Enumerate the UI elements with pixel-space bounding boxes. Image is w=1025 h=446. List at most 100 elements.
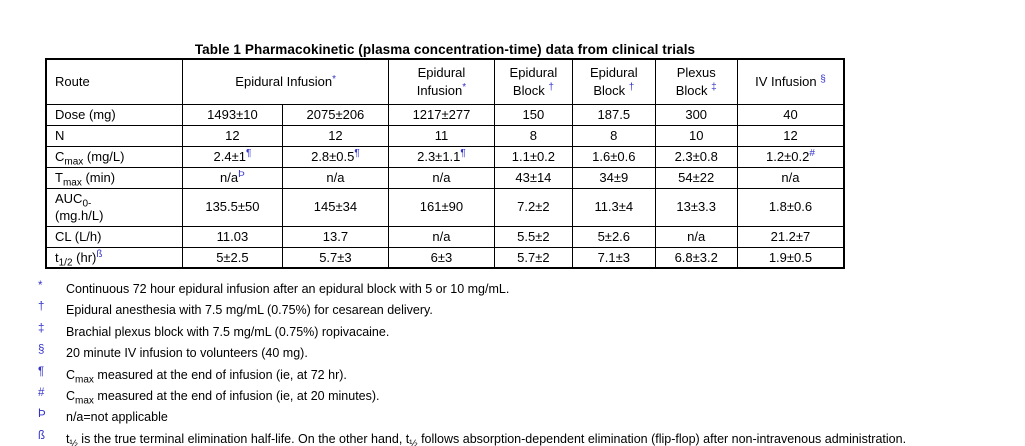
row-label: t1/2 (hr)ß: [45, 246, 184, 269]
header-cell-epidural-infusion-merged: Epidural Infusion*: [182, 58, 390, 105]
table-row: t1/2 (hr)ß 5±2.5 5.7±3 6±3 5.7±2 7.1±3 6.8±3.2…: [45, 246, 845, 269]
table-body: Dose (mg) 1493±10 2075±206 1217±277 150 187.5…: [45, 103, 845, 269]
header-cell-route: Route: [45, 58, 184, 105]
data-cell: 1.9±0.5: [736, 246, 845, 269]
data-cell: 11: [388, 124, 495, 147]
data-cell: 5.7±2: [493, 246, 574, 269]
data-cell: 43±14: [493, 166, 574, 189]
footnote-marker: *: [38, 280, 43, 292]
data-cell: 1217±277: [388, 103, 495, 126]
footnote-marker: ß: [38, 429, 46, 442]
data-cell: 1.2±0.2#: [736, 145, 845, 168]
data-cell: 5.5±2: [493, 225, 574, 248]
footnote: ‡ Brachial plexus block with 7.5 mg/mL (0…: [36, 322, 1019, 345]
table-row: N 12 12 11 8 8 10 12: [45, 124, 845, 147]
data-cell: 8: [493, 124, 574, 147]
header-cell-epidural-infusion: Epidural Infusion*: [388, 58, 495, 105]
data-cell: n/a: [654, 225, 738, 248]
footnote-text: Brachial plexus block with 7.5 mg/mL (0.…: [66, 324, 390, 339]
data-cell: 12: [736, 124, 845, 147]
header-row: Route Epidural Infusion* Epidural Infusi…: [45, 58, 845, 105]
table-row: Tmax (min) n/aÞ n/a n/a 43±14 34±9 54±22 n/a: [45, 166, 845, 189]
header-cell-epidural-block-2: Epidural Block †: [572, 58, 656, 105]
data-cell: 5.7±3: [281, 246, 390, 269]
data-cell: 12: [182, 124, 283, 147]
data-cell: 2.3±1.1¶: [388, 145, 495, 168]
data-cell: 2.4±1¶: [182, 145, 283, 168]
data-cell: 6±3: [388, 246, 495, 269]
row-label: AUC0- (mg.h/L): [45, 187, 184, 227]
data-cell: n/a: [281, 166, 390, 189]
data-cell: 12: [281, 124, 390, 147]
footnote-marker: ‡: [38, 322, 45, 335]
data-cell: 8: [572, 124, 656, 147]
row-label: Cmax (mg/L): [45, 145, 184, 168]
table-title: Table 1 Pharmacokinetic (plasma concentr…: [194, 42, 696, 57]
data-cell: n/aÞ: [182, 166, 283, 189]
data-cell: 2.8±0.5¶: [281, 145, 390, 168]
footnote: ß t½ is the true terminal elimination hal…: [36, 429, 1019, 446]
footnote-text: n/a=not applicable: [66, 410, 168, 425]
data-cell: 2075±206: [281, 103, 390, 126]
footnote-marker: ¶: [38, 365, 45, 378]
row-label: Dose (mg): [45, 103, 184, 126]
data-cell: 1.8±0.6: [736, 187, 845, 227]
data-cell: 161±90: [388, 187, 495, 227]
data-cell: 5±2.5: [182, 246, 283, 269]
table-row: Cmax (mg/L) 2.4±1¶ 2.8±0.5¶ 2.3±1.1¶ 1.1±0.2…: [45, 145, 845, 168]
row-label: Tmax (min): [45, 166, 184, 189]
data-cell: 150: [493, 103, 574, 126]
footnote-text: Cmax measured at the end of infusion (ie…: [66, 388, 380, 407]
data-cell: 5±2.6: [572, 225, 656, 248]
pharmacokinetics-table: Route Epidural Infusion* Epidural Infusi…: [45, 58, 845, 270]
data-cell: 10: [654, 124, 738, 147]
data-cell: n/a: [736, 166, 845, 189]
footnote-text: t½ is the true terminal elimination half…: [66, 431, 907, 446]
data-cell: 34±9: [572, 166, 656, 189]
data-cell: 13.7: [281, 225, 390, 248]
table-row: AUC0- (mg.h/L) 135.5±50 145±34 161±90 7.2±2 11…: [45, 187, 845, 227]
header-cell-iv-infusion: IV Infusion §: [736, 58, 845, 105]
footnote-marker: †: [38, 301, 45, 314]
row-label: CL (L/h): [45, 225, 184, 248]
footnote-marker: #: [38, 386, 45, 399]
footnote-text: 20 minute IV infusion to volunteers (40 …: [66, 346, 308, 361]
data-cell: 40: [736, 103, 845, 126]
data-cell: 7.1±3: [572, 246, 656, 269]
footnote: # Cmax measured at the end of infusion (i…: [36, 386, 1019, 409]
table-row: Dose (mg) 1493±10 2075±206 1217±277 150 187.5…: [45, 103, 845, 126]
row-label: N: [45, 124, 184, 147]
data-cell: 54±22: [654, 166, 738, 189]
data-cell: 1493±10: [182, 103, 283, 126]
data-cell: 1.6±0.6: [572, 145, 656, 168]
data-cell: 13±3.3: [654, 187, 738, 227]
header-cell-epidural-block-1: Epidural Block †: [493, 58, 574, 105]
footnote-marker: Þ: [38, 408, 46, 421]
footnote-text: Cmax measured at the end of infusion (ie…: [66, 367, 347, 386]
footnotes: * Continuous 72 hour epidural infusion af…: [36, 280, 1019, 446]
footnote: * Continuous 72 hour epidural infusion af…: [36, 280, 1019, 302]
data-cell: 6.8±3.2: [654, 246, 738, 269]
table-row: CL (L/h) 11.03 13.7 n/a 5.5±2 5±2.6 n/a 21.2±7: [45, 225, 845, 248]
data-cell: 135.5±50: [182, 187, 283, 227]
footnote: ¶ Cmax measured at the end of infusion (i…: [36, 365, 1019, 388]
data-cell: 145±34: [281, 187, 390, 227]
header-cell-plexus-block: Plexus Block ‡: [654, 58, 738, 105]
footnote: † Epidural anesthesia with 7.5 mg/mL (0.7…: [36, 301, 1019, 323]
data-cell: 7.2±2: [493, 187, 574, 227]
data-cell: 300: [654, 103, 738, 126]
footnote: § 20 minute IV infusion to volunteers (40…: [36, 344, 1019, 366]
data-cell: n/a: [388, 166, 495, 189]
footnote-marker: §: [38, 344, 45, 357]
data-cell: 21.2±7: [736, 225, 845, 248]
data-cell: 11.3±4: [572, 187, 656, 227]
data-cell: 1.1±0.2: [493, 145, 574, 168]
footnote-text: Continuous 72 hour epidural infusion aft…: [66, 282, 510, 296]
data-cell: 11.03: [182, 225, 283, 248]
data-cell: 2.3±0.8: [654, 145, 738, 168]
data-cell: 187.5: [572, 103, 656, 126]
data-cell: n/a: [388, 225, 495, 248]
footnote-text: Epidural anesthesia with 7.5 mg/mL (0.75…: [66, 303, 433, 318]
